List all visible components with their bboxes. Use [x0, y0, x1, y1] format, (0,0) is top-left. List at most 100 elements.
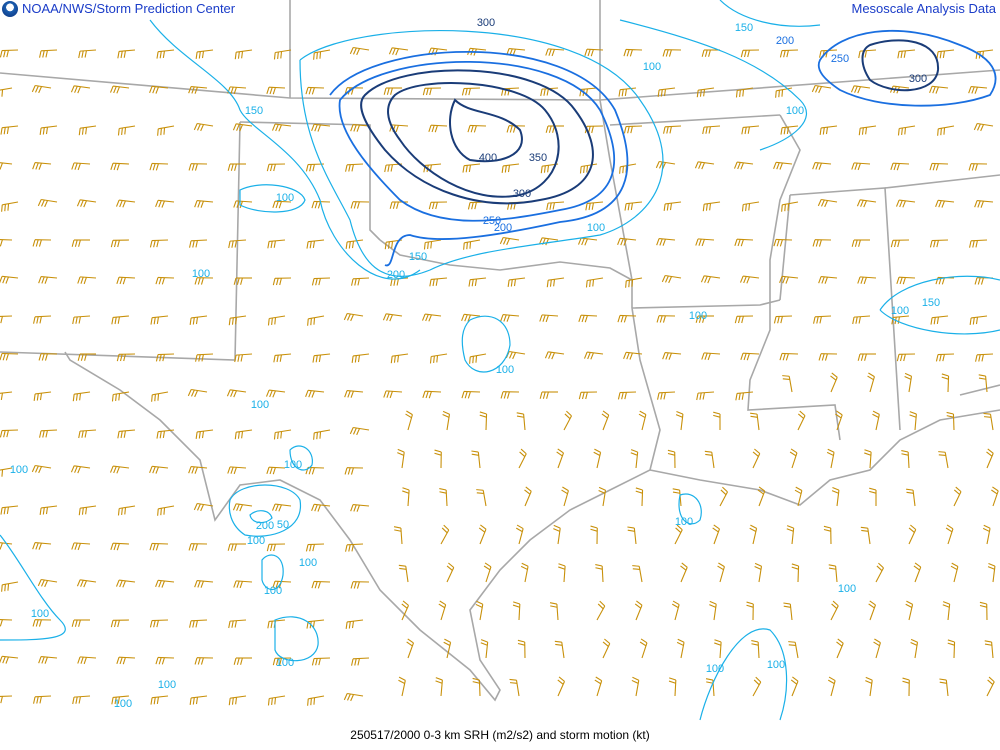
barb-feather: [864, 50, 867, 58]
barb-feather: [578, 314, 582, 322]
wind-barb: [0, 542, 13, 550]
barb-feather: [663, 89, 667, 97]
barb-staff: [1, 49, 19, 52]
barb-feather: [479, 411, 487, 415]
barb-staff: [152, 391, 169, 396]
barb-feather: [191, 543, 195, 551]
barb-feather: [667, 452, 675, 456]
barb-feather: [592, 279, 595, 287]
barb-feather: [857, 163, 861, 171]
wind-barb: [350, 124, 370, 132]
barb-staff: [405, 566, 409, 583]
barb-feather: [307, 698, 309, 706]
barb-feather: [553, 524, 561, 529]
srh-contour: [249, 510, 273, 524]
barb-staff: [743, 125, 760, 128]
barb-feather: [585, 280, 588, 288]
barb-feather: [444, 638, 451, 643]
barb-staff: [899, 125, 916, 130]
barb-feather: [975, 240, 978, 248]
barb-feather: [79, 393, 82, 401]
barb-feather: [435, 202, 438, 210]
barb-feather: [383, 87, 387, 95]
barb-feather: [935, 163, 939, 171]
barb-feather: [233, 390, 237, 398]
wind-barb: [109, 465, 130, 474]
barb-feather: [566, 410, 572, 417]
wind-barb: [817, 198, 838, 208]
map-caption: 250517/2000 0-3 km SRH (m2/s2) and storm…: [350, 728, 650, 742]
barb-staff: [463, 87, 481, 90]
barb-feather: [474, 202, 477, 210]
barb-feather: [36, 696, 39, 704]
wind-barb: [422, 390, 442, 399]
barb-feather: [617, 392, 621, 400]
barb-feather: [874, 638, 881, 644]
barb-feather: [77, 163, 81, 171]
barb-feather: [41, 579, 45, 587]
srh-contour: [619, 19, 807, 151]
barb-feather: [472, 677, 480, 681]
barb-feather: [701, 162, 705, 170]
barb-feather: [6, 506, 9, 515]
contour-label: 100: [767, 659, 785, 671]
barb-feather: [900, 51, 903, 59]
barb-feather: [406, 641, 413, 647]
barb-feather: [579, 166, 582, 174]
barb-feather: [707, 353, 711, 361]
wind-barb: [752, 448, 761, 469]
barb-feather: [389, 201, 393, 209]
barb-feather: [347, 693, 351, 701]
wind-barb: [797, 410, 806, 431]
wind-barb: [110, 542, 130, 551]
barb-feather: [272, 390, 276, 398]
barb-feather: [618, 89, 621, 97]
barb-feather: [815, 85, 819, 93]
barb-feather: [348, 241, 351, 249]
barb-feather: [189, 697, 192, 705]
barb-feather: [821, 199, 825, 207]
barb-feather: [629, 352, 633, 360]
barb-feather: [863, 200, 867, 208]
srh-contour: [338, 60, 616, 222]
wind-barb: [468, 277, 487, 287]
wind-barb: [267, 239, 286, 249]
wind-barb: [982, 524, 991, 545]
barb-staff: [937, 353, 955, 356]
barb-feather: [665, 275, 669, 283]
barb-feather: [521, 562, 529, 567]
barb-feather: [197, 123, 201, 131]
barb-feather: [77, 86, 81, 94]
barb-staff: [352, 657, 370, 660]
barb-feather: [941, 373, 949, 377]
barb-feather: [240, 657, 243, 665]
barb-feather: [39, 316, 42, 324]
barb-feather: [935, 200, 939, 208]
barb-feather: [200, 277, 204, 285]
barb-feather: [735, 393, 738, 401]
wind-barb: [823, 525, 832, 545]
barb-feather: [398, 676, 406, 681]
barb-staff: [119, 49, 136, 52]
wind-barb: [157, 505, 175, 516]
wind-barb: [788, 641, 799, 659]
barb-staff: [737, 391, 754, 394]
wind-barb: [598, 486, 607, 507]
barb-feather: [893, 240, 897, 248]
barb-feather: [195, 240, 198, 248]
wind-barb: [929, 85, 949, 94]
wind-barb: [1, 201, 19, 212]
barb-staff: [907, 451, 910, 469]
barb-feather: [197, 200, 201, 208]
barb-feather: [117, 431, 120, 439]
barb-feather: [115, 393, 117, 402]
barb-feather: [42, 507, 45, 515]
barb-feather: [308, 87, 312, 95]
barb-feather: [272, 580, 276, 588]
barb-feather: [344, 390, 348, 398]
barb-staff: [742, 352, 760, 355]
barb-feather: [779, 239, 783, 247]
wind-barb: [467, 124, 487, 133]
barb-feather: [545, 125, 549, 133]
barb-feather: [311, 504, 315, 512]
